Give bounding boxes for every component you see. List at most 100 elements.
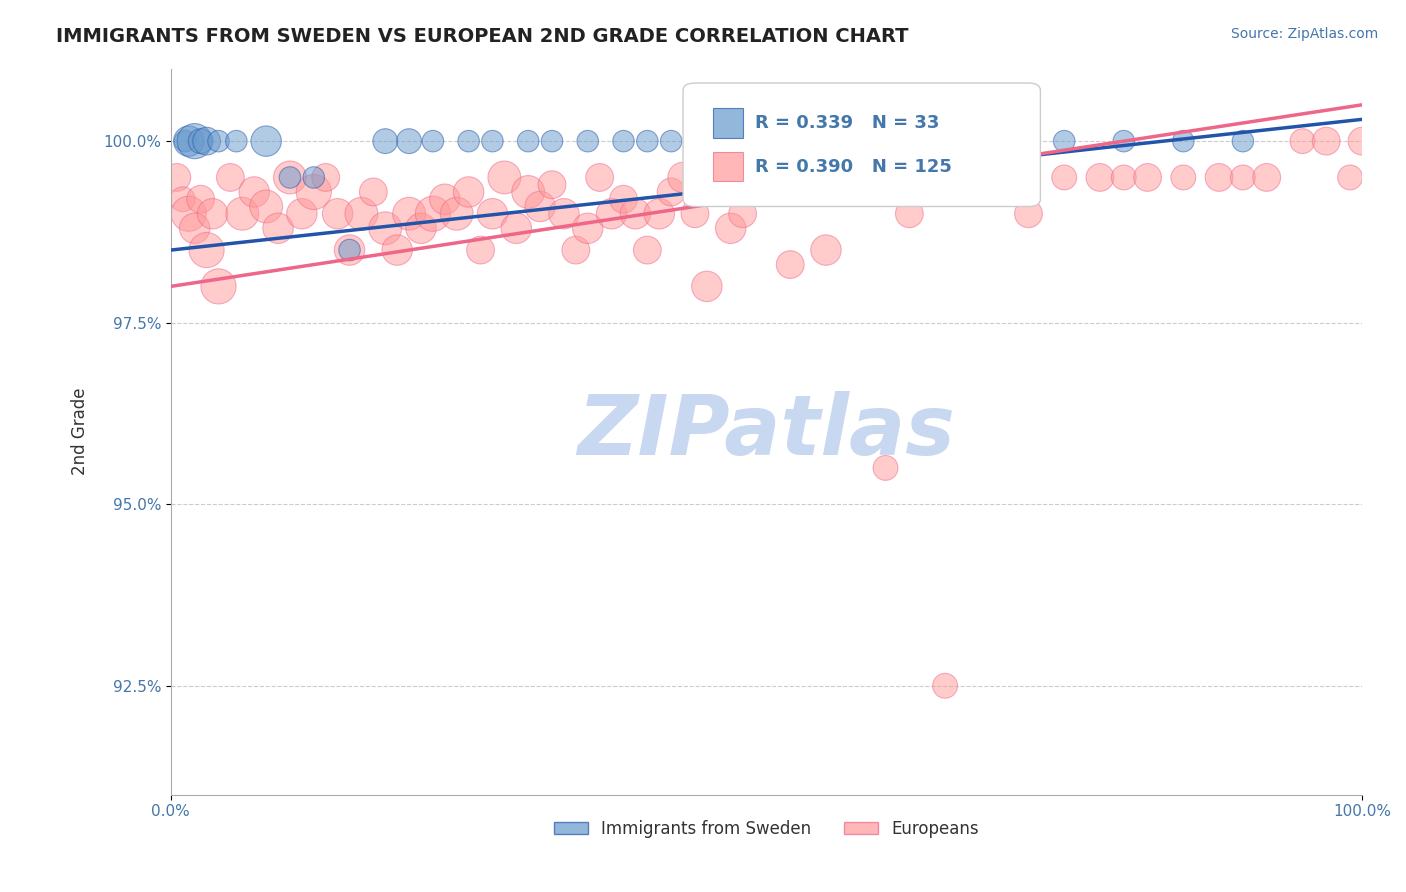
Point (957, 170, 980, 185)
Point (1017, 207, 1039, 221)
Point (1112, 170, 1135, 185)
Point (934, 134, 956, 148)
Point (166, 170, 188, 185)
Point (707, 170, 730, 185)
Point (302, 185, 325, 199)
Point (589, 170, 612, 185)
Point (659, 185, 682, 199)
Point (243, 185, 266, 199)
Point (190, 192, 212, 206)
Point (207, 134, 229, 148)
Text: R = 0.390   N = 125: R = 0.390 N = 125 (755, 158, 952, 176)
Point (207, 279, 229, 293)
Point (385, 243, 408, 257)
Point (696, 134, 718, 148)
Point (398, 134, 420, 148)
Point (1232, 170, 1254, 185)
Text: IMMIGRANTS FROM SWEDEN VS EUROPEAN 2ND GRADE CORRELATION CHART: IMMIGRANTS FROM SWEDEN VS EUROPEAN 2ND G… (56, 27, 908, 45)
Point (875, 134, 897, 148)
Point (315, 170, 337, 185)
Point (494, 170, 516, 185)
Text: Source: ZipAtlas.com: Source: ZipAtlas.com (1230, 27, 1378, 41)
Point (267, 221, 290, 235)
Point (636, 134, 658, 148)
Text: ZIPatlas: ZIPatlas (578, 391, 955, 472)
Point (457, 134, 479, 148)
Legend: Immigrants from Sweden, Europeans: Immigrants from Sweden, Europeans (547, 814, 986, 845)
Point (177, 207, 200, 221)
Point (254, 199, 277, 213)
Point (302, 170, 325, 185)
Point (219, 170, 242, 185)
Point (612, 192, 634, 206)
Bar (713, 109, 742, 137)
Point (1053, 170, 1076, 185)
Point (481, 207, 503, 221)
Point (457, 185, 479, 199)
Point (1173, 170, 1195, 185)
Point (172, 192, 194, 206)
Point (278, 170, 301, 185)
Point (1291, 134, 1313, 148)
Point (779, 258, 801, 272)
Point (648, 207, 671, 221)
Y-axis label: 2nd Grade: 2nd Grade (72, 388, 89, 475)
Point (363, 185, 385, 199)
Point (1173, 134, 1195, 148)
Point (446, 207, 468, 221)
Point (1112, 134, 1135, 148)
Point (672, 170, 695, 185)
Point (177, 134, 200, 148)
Point (339, 243, 361, 257)
Point (201, 207, 224, 221)
Point (934, 679, 956, 693)
Point (326, 207, 349, 221)
Point (505, 221, 527, 235)
Point (470, 243, 492, 257)
Bar (713, 152, 742, 181)
Point (576, 134, 599, 148)
Point (1232, 134, 1254, 148)
Point (481, 134, 503, 148)
Point (994, 134, 1017, 148)
Point (851, 170, 873, 185)
FancyBboxPatch shape (683, 83, 1040, 206)
Point (612, 134, 634, 148)
Point (174, 134, 197, 148)
Point (755, 134, 778, 148)
Point (814, 243, 837, 257)
Point (422, 134, 444, 148)
Point (422, 207, 444, 221)
Point (195, 134, 218, 148)
Point (433, 192, 456, 206)
Point (398, 207, 420, 221)
Point (278, 170, 301, 185)
Point (565, 243, 588, 257)
Point (659, 134, 682, 148)
Point (231, 207, 253, 221)
Point (1256, 170, 1278, 185)
Point (195, 243, 218, 257)
Point (374, 134, 396, 148)
Point (576, 221, 599, 235)
Point (1053, 134, 1076, 148)
Point (624, 207, 647, 221)
Point (183, 221, 205, 235)
Point (814, 134, 837, 148)
Point (731, 207, 754, 221)
Point (517, 185, 540, 199)
Point (1339, 170, 1361, 185)
Point (529, 199, 551, 213)
Point (225, 134, 247, 148)
Point (696, 279, 718, 293)
Point (1351, 134, 1374, 148)
Point (339, 243, 361, 257)
Point (553, 207, 575, 221)
Point (994, 170, 1017, 185)
Point (374, 221, 396, 235)
Point (600, 207, 623, 221)
Point (409, 221, 432, 235)
Point (190, 134, 212, 148)
Point (291, 207, 314, 221)
Point (683, 207, 706, 221)
